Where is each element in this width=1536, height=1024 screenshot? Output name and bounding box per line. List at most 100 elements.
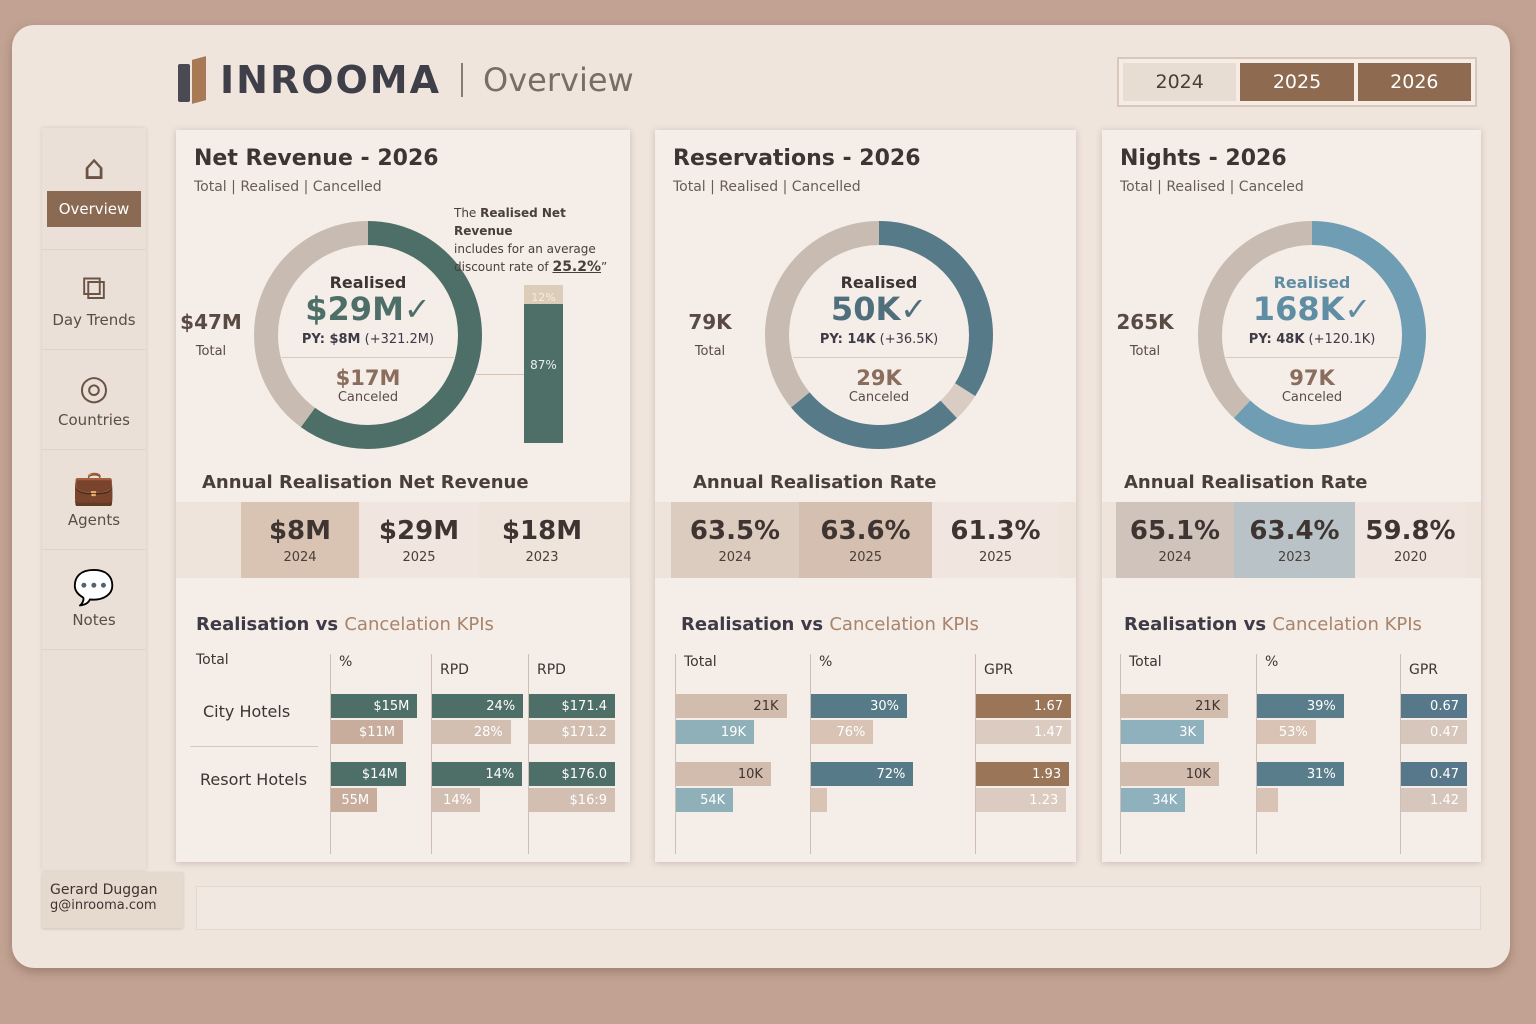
realised-value: $29M✓ [305, 290, 431, 328]
total-block: 79K Total [675, 310, 745, 359]
card-title-text: Reservations [673, 146, 835, 171]
divider [461, 63, 464, 97]
previous-year: PY: 14K (+36.5K) [779, 332, 979, 347]
annual-cell [176, 502, 241, 578]
annual-cell: 61.3% 2025 [932, 502, 1059, 578]
stacked-bar: 12% 87% [524, 285, 563, 443]
sidebar-item-day-trends[interactable]: ⧉ Day Trends [42, 250, 146, 350]
annual-cell: 63.5% 2024 [671, 502, 799, 578]
note-text: includes for an average discount rate of [454, 242, 596, 274]
column-header: RPD [537, 662, 566, 678]
card-title: Reservations - 2026 [673, 146, 921, 171]
kpi-bar: 0.47 [1401, 720, 1467, 744]
kpi-table: Total 21K 19K 10K 54K% 30% 76% 72% GPR 1.67 1.47 1.… [655, 640, 1076, 854]
kpi-bar: 28% [432, 720, 511, 744]
annual-cell: $18M 2023 [479, 502, 605, 578]
kpi-bar: 19K [676, 720, 754, 744]
year-2026-button[interactable]: 2026 [1357, 63, 1471, 101]
kpi-title-b: Cancelation KPIs [829, 614, 979, 635]
canceled-label: Canceled [337, 390, 399, 405]
column-header: % [339, 654, 353, 670]
kpi-table: Total City Hotels Resort Hotels% $15M $11M $1… [176, 640, 630, 854]
canceled-value: 29K [856, 366, 902, 390]
discount-note: The Realised Net Revenue includes for an … [454, 204, 624, 276]
kpi-bar: 72% [811, 762, 914, 786]
py-delta: (+120.1K) [1308, 332, 1376, 347]
column-header: GPR [984, 662, 1014, 678]
kpi-bar: 39% [1257, 694, 1344, 718]
kpi-card-nights: Nights - 2026 Total | Realised | Canceled… [1102, 130, 1481, 862]
kpi-bar: $11M [331, 720, 403, 744]
annual-year: 2024 [718, 549, 752, 565]
donut-segment-2 [765, 221, 993, 449]
year-2025-button[interactable]: 2025 [1240, 63, 1354, 101]
sidebar-item-label: Countries [58, 410, 130, 429]
card-subtitle: Total | Realised | Cancelled [194, 179, 382, 195]
canceled-label: Canceled [848, 390, 910, 405]
annual-title: Annual Realisation Net Revenue [202, 472, 529, 493]
divider [282, 357, 454, 358]
donut-chart [254, 221, 482, 449]
total-value: 265K [1116, 310, 1174, 334]
sidebar-item-agents[interactable]: 💼 Agents [42, 450, 146, 550]
kpi-card-reservations: Reservations - 2026 Total | Realised | Ca… [655, 130, 1076, 862]
sidebar-item-countries[interactable]: ◎ Countries [42, 350, 146, 450]
pad [605, 502, 630, 578]
kpi-card-net revenue: Net Revenue - 2026 Total | Realised | Can… [176, 130, 630, 862]
annual-year: 2025 [978, 549, 1013, 565]
kpi-bar: 1.42 [1401, 788, 1467, 812]
total-label: Total [1129, 344, 1161, 359]
kpi-title-vs: vs [1237, 614, 1273, 635]
column-header: Total [684, 654, 717, 670]
annual-year: 2023 [1277, 549, 1312, 565]
sidebar-item-overview[interactable]: ⌂ Overview [42, 128, 146, 250]
year-2024-button[interactable]: 2024 [1123, 63, 1237, 101]
kpi-column: GPR 0.67 0.47 0.47 1.42 [1400, 654, 1467, 854]
logo-icon [178, 58, 208, 102]
kpi-bar: $171.4 [529, 694, 615, 718]
kpi-bar: 10K [676, 762, 771, 786]
kpi-title-a: Realisation [196, 614, 310, 635]
donut-center: Realised 50K✓ PY: 14K (+36.5K) 29K Canceled [779, 273, 979, 405]
sidebar-item-notes[interactable]: 💬 Notes [42, 550, 146, 650]
user-name: Gerard Duggan [50, 882, 158, 898]
annual-year: 2023 [525, 549, 559, 565]
kpi-bar: $176.0 [529, 762, 615, 786]
annual-title: Annual Realisation Rate [693, 472, 937, 493]
header: INROOMA Overview [178, 58, 634, 102]
annual-value: $8M [268, 515, 332, 546]
card-subtitle: Total | Realised | Cancelled [673, 179, 861, 195]
previous-year: PY: 48K (+120.1K) [1212, 332, 1412, 347]
kpi-bar [1257, 788, 1278, 812]
kpi-table: Total 21K 3K 10K 34K% 39% 53% 31% GPR 0.67 0.47 0.4… [1102, 640, 1481, 854]
card-title-year: - 2026 [834, 146, 921, 171]
row-divider [190, 746, 318, 747]
kpi-bar [811, 788, 827, 812]
chat-icon: 💬 [72, 567, 116, 608]
kpi-title: Realisation vs Cancelation KPIs [196, 614, 494, 635]
kpi-column: % 30% 76% 72% [810, 654, 970, 854]
py-delta: (+321.2M) [364, 332, 435, 347]
card-title-text: Net Revenue [194, 146, 353, 171]
donut-chart [1198, 221, 1426, 449]
annual-value: 61.3% [950, 515, 1041, 546]
user-info[interactable]: Gerard Duggan g@inrooma.com [42, 872, 183, 928]
py-value: PY: 14K [819, 332, 876, 347]
row-label: City Hotels [203, 702, 291, 721]
briefcase-icon: 💼 [72, 467, 116, 508]
note-bold: Realised Net Revenue [454, 206, 566, 238]
kpi-bar: 14% [432, 788, 480, 812]
kpi-column: % $15M $11M $14M 55M [330, 654, 426, 854]
previous-year: PY: $8M (+321.2M) [268, 332, 468, 347]
annual-value: 63.6% [820, 515, 911, 546]
kpi-bar: $16:9 [529, 788, 615, 812]
kpi-bar: $171.2 [529, 720, 615, 744]
sidebar-item-label: Agents [67, 510, 121, 529]
kpi-bar: 21K [1121, 694, 1229, 718]
py-value: PY: 48K [1248, 332, 1305, 347]
donut-chart [765, 221, 993, 449]
card-title-text: Nights [1120, 146, 1201, 171]
realised-label: Realised [1273, 273, 1351, 292]
kpi-bar: 1.23 [976, 788, 1067, 812]
trend-icon: ⧉ [81, 267, 107, 308]
